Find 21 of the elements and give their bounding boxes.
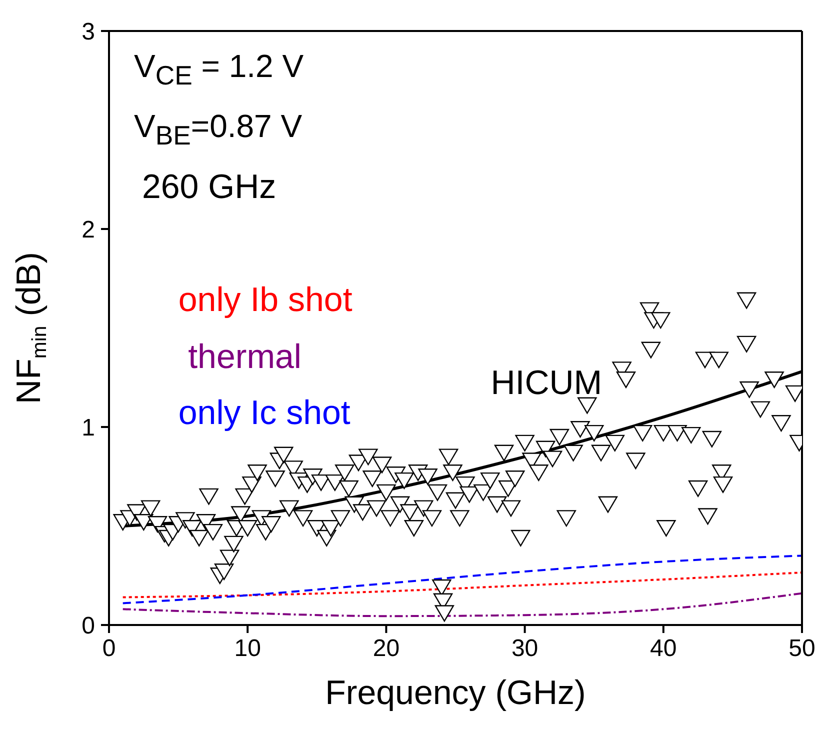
x-tick-label: 10 [234,635,261,662]
line-series [122,554,802,604]
text: only Ib shot [178,280,352,320]
y-tick-label: 3 [82,18,95,46]
y-tick-label: 0 [82,612,95,640]
x-tick-label: 30 [511,635,538,662]
annotation: 260 GHz [142,168,276,207]
line-series [122,592,802,618]
x-tick-label: 20 [372,635,400,662]
x-tick-label: 50 [788,635,816,662]
annotation: V$_{BE}$=0.87 V [134,108,302,152]
x-axis-title: Frequency (GHz) [325,674,586,712]
series-label: HICUM [490,363,602,404]
line-series [122,572,802,598]
y-tick-label: 1 [82,414,95,442]
annotation: V$_{CE}$ = 1.2 V [134,48,304,92]
text: only Ic shot [178,392,350,433]
x-tick-label: 40 [650,635,677,662]
text: thermal [188,337,302,378]
y-tick-label: 2 [82,216,95,244]
x-tick-label: 0 [102,635,116,662]
